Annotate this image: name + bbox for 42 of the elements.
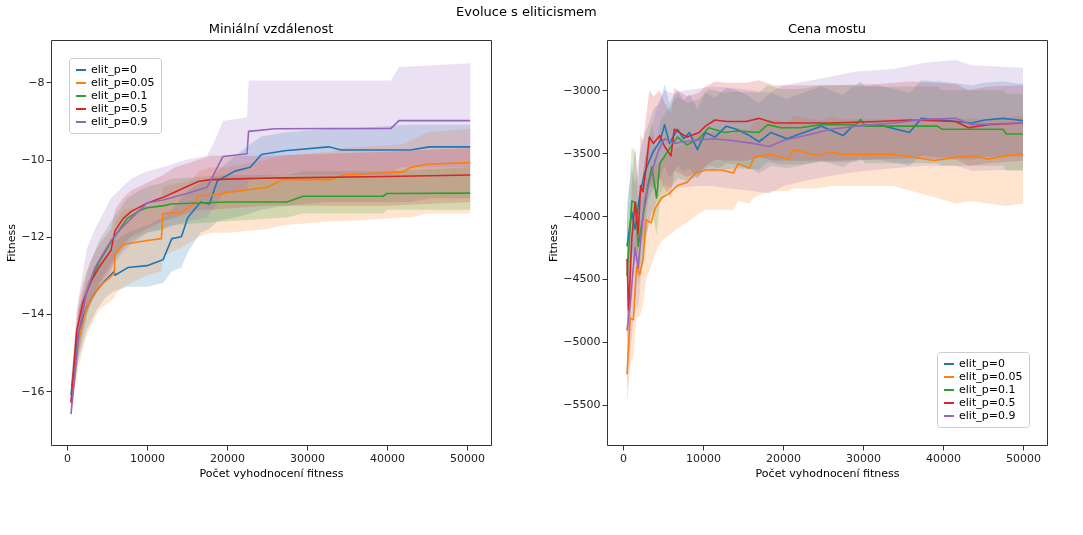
y-tick-label: −4500 bbox=[563, 272, 601, 286]
x-axis-title: Počet vyhodnocení fitness bbox=[199, 466, 344, 480]
legend-label: elit_p=0 bbox=[959, 357, 1005, 370]
legend-label: elit_p=0.9 bbox=[959, 409, 1016, 422]
y-tick-label: −10 bbox=[21, 153, 45, 167]
x-tick-label: 50000 bbox=[1006, 451, 1041, 465]
legend-label: elit_p=0.1 bbox=[959, 383, 1016, 396]
x-axis-title: Počet vyhodnocení fitness bbox=[755, 466, 900, 480]
chart-title: Cena mostu bbox=[787, 21, 867, 36]
legend-label: elit_p=0.1 bbox=[91, 89, 148, 102]
x-tick-label: 30000 bbox=[846, 451, 881, 465]
y-tick-label: −14 bbox=[21, 307, 45, 321]
y-tick-label: −16 bbox=[21, 384, 45, 398]
x-tick-label: 20000 bbox=[766, 451, 801, 465]
x-tick-label: 20000 bbox=[210, 451, 245, 465]
x-tick-label: 50000 bbox=[450, 451, 485, 465]
line-series bbox=[626, 117, 1024, 248]
x-tick-label: 40000 bbox=[370, 451, 405, 465]
x-tick-label: 0 bbox=[64, 451, 71, 465]
y-axis-title: Fitness bbox=[5, 223, 19, 263]
line-series bbox=[626, 118, 1024, 277]
text: Evoluce s eliticismem bbox=[456, 3, 597, 19]
legend-label: elit_p=0.9 bbox=[91, 115, 148, 128]
y-axis-title: Fitness bbox=[547, 223, 561, 263]
y-tick-label: −12 bbox=[21, 230, 45, 244]
legend-label: elit_p=0 bbox=[91, 63, 137, 76]
y-tick-label: −3500 bbox=[563, 146, 601, 160]
legend-label: elit_p=0.05 bbox=[91, 76, 155, 89]
chart-title: Miniální vzdálenost bbox=[208, 21, 334, 36]
y-tick-label: −8 bbox=[28, 75, 45, 89]
y-tick-label: −5500 bbox=[563, 398, 601, 412]
y-tick-label: −3000 bbox=[563, 83, 601, 97]
x-tick-label: 30000 bbox=[290, 451, 325, 465]
x-tick-label: 10000 bbox=[686, 451, 721, 465]
legend-label: elit_p=0.5 bbox=[959, 396, 1016, 409]
x-tick-label: 40000 bbox=[926, 451, 961, 465]
legend-label: elit_p=0.05 bbox=[959, 370, 1023, 383]
x-tick-label: 0 bbox=[620, 451, 627, 465]
legend-label: elit_p=0.5 bbox=[91, 102, 148, 115]
y-tick-label: −4000 bbox=[563, 209, 601, 223]
x-tick-label: 10000 bbox=[130, 451, 165, 465]
y-tick-label: −5000 bbox=[563, 335, 601, 349]
